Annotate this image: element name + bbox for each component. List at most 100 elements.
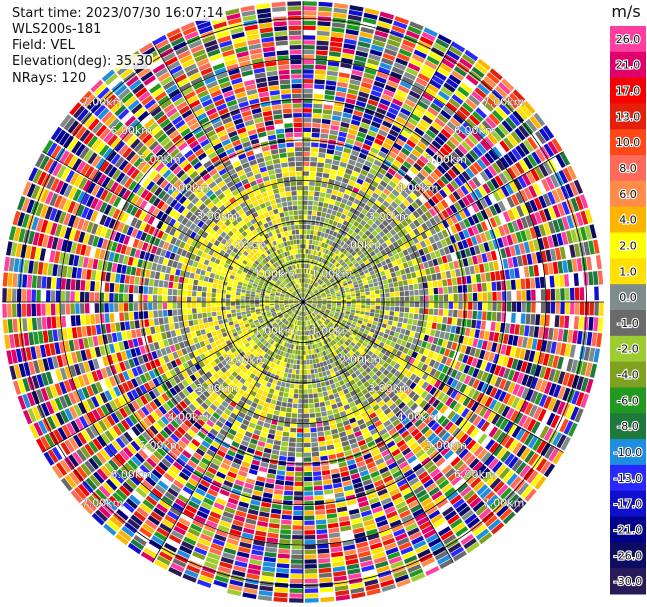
velocity-gate	[512, 371, 520, 383]
velocity-gate	[520, 230, 528, 242]
velocity-gate	[413, 367, 421, 376]
velocity-gate	[331, 556, 344, 563]
velocity-gate	[471, 91, 484, 103]
velocity-gate	[329, 246, 334, 252]
velocity-gate	[560, 343, 567, 356]
velocity-gate	[267, 408, 275, 415]
velocity-gate	[312, 383, 317, 389]
velocity-gate	[593, 348, 600, 363]
velocity-gate	[304, 539, 316, 545]
velocity-gate	[385, 306, 390, 311]
velocity-gate	[386, 80, 399, 89]
velocity-gate	[369, 168, 378, 176]
velocity-gate	[366, 302, 371, 306]
velocity-gate	[409, 307, 414, 313]
velocity-gate	[405, 302, 410, 307]
velocity-gate	[420, 390, 429, 399]
velocity-gate	[455, 430, 465, 441]
velocity-gate	[368, 283, 374, 288]
velocity-gate	[382, 176, 391, 184]
velocity-gate	[394, 343, 401, 350]
velocity-gate	[432, 98, 445, 109]
velocity-gate	[420, 204, 428, 213]
velocity-gate	[323, 321, 328, 326]
velocity-gate	[427, 260, 434, 268]
velocity-gate	[476, 143, 487, 155]
velocity-gate	[375, 356, 382, 363]
velocity-gate	[425, 328, 431, 335]
velocity-gate	[400, 130, 411, 139]
velocity-gate	[408, 90, 421, 100]
velocity-gate	[325, 85, 336, 91]
velocity-gate	[450, 389, 459, 399]
velocity-gate	[425, 188, 435, 198]
velocity-gate	[342, 255, 347, 261]
velocity-gate	[366, 323, 372, 328]
velocity-gate	[327, 299, 332, 301]
velocity-gate	[352, 339, 358, 345]
velocity-gate	[320, 596, 335, 603]
velocity-gate	[523, 266, 530, 278]
velocity-gate	[356, 296, 361, 299]
velocity-gate	[566, 358, 574, 372]
velocity-gate	[594, 302, 599, 316]
velocity-gate	[565, 230, 573, 244]
velocity-gate	[526, 302, 531, 313]
velocity-gate	[388, 315, 394, 321]
velocity-gate	[585, 362, 593, 377]
velocity-gate	[528, 185, 538, 198]
velocity-gate	[484, 396, 493, 408]
velocity-gate	[335, 309, 341, 312]
velocity-gate	[297, 413, 303, 418]
velocity-gate	[370, 309, 375, 313]
velocity-gate	[338, 406, 345, 413]
velocity-gate	[391, 176, 400, 185]
velocity-gate	[455, 268, 461, 277]
velocity-gate	[503, 137, 514, 150]
velocity-gate	[358, 282, 364, 287]
velocity-gate	[471, 274, 477, 284]
velocity-gate	[333, 575, 347, 582]
velocity-gate	[447, 154, 457, 165]
velocity-gate	[319, 280, 324, 285]
velocity-gate	[368, 267, 374, 272]
velocity-gate	[353, 270, 359, 276]
velocity-gate	[303, 340, 306, 346]
velocity-gate	[361, 350, 367, 357]
velocity-gate	[476, 223, 484, 233]
velocity-gate	[340, 121, 350, 128]
velocity-gate	[427, 315, 433, 322]
velocity-gate	[316, 167, 324, 173]
velocity-gate	[472, 379, 480, 389]
velocity-gate	[500, 185, 510, 197]
velocity-gate	[330, 320, 336, 325]
velocity-gate	[589, 224, 597, 239]
velocity-gate	[401, 384, 409, 392]
velocity-gate	[422, 92, 434, 102]
velocity-gate	[294, 389, 299, 394]
velocity-gate	[343, 147, 352, 154]
velocity-gate	[298, 345, 301, 350]
velocity-gate	[395, 270, 401, 277]
velocity-gate	[543, 367, 552, 380]
velocity-gate	[303, 79, 314, 84]
velocity-gate	[342, 270, 348, 276]
velocity-gate	[346, 93, 357, 100]
velocity-gate	[325, 405, 332, 411]
velocity-gate	[267, 532, 279, 539]
velocity-gate	[378, 223, 386, 230]
velocity-gate	[512, 383, 521, 396]
velocity-gate	[357, 279, 363, 284]
velocity-gate	[328, 179, 335, 185]
velocity-gate	[511, 148, 522, 161]
velocity-gate	[573, 273, 579, 286]
velocity-gate	[332, 300, 337, 302]
velocity-gate	[427, 106, 439, 117]
velocity-gate	[292, 408, 298, 413]
velocity-gate	[307, 300, 312, 302]
velocity-gate	[375, 172, 384, 180]
velocity-gate	[318, 6, 333, 12]
velocity-gate	[308, 350, 312, 355]
velocity-gate	[393, 20, 408, 30]
velocity-gate	[487, 302, 492, 311]
